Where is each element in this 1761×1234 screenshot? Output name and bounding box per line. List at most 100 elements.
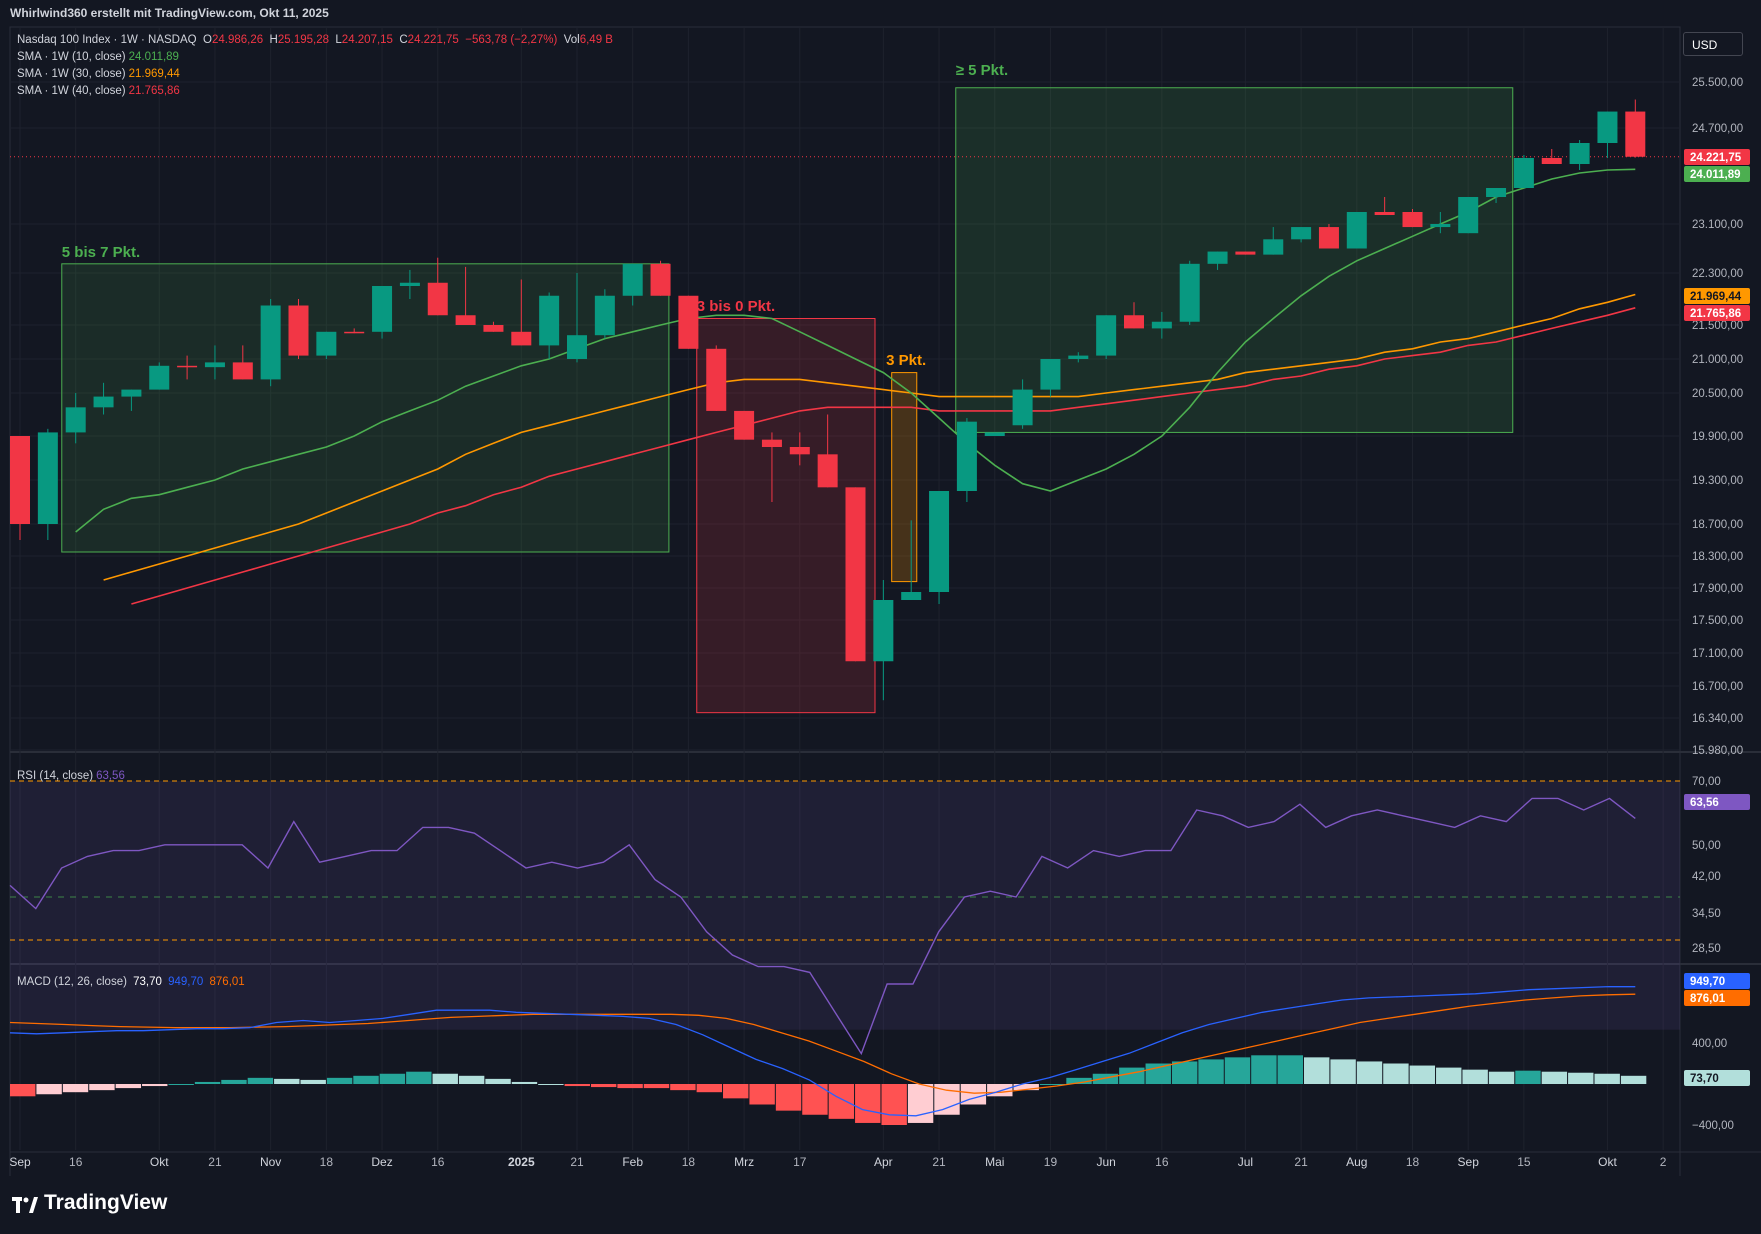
candle-body: [1402, 212, 1423, 228]
candle: [1541, 149, 1562, 164]
footer: [0, 1176, 1761, 1234]
currency-button[interactable]: USD: [1683, 32, 1743, 56]
macd-histogram-bar: [1039, 1084, 1066, 1085]
sma10-line: [75, 168, 1636, 533]
candle: [1124, 302, 1144, 329]
candle-body: [511, 331, 532, 346]
plot-frame: [9, 26, 1681, 1178]
candle-body: [567, 335, 587, 359]
macd-histogram-bar: [1171, 1061, 1198, 1084]
tradingview-mark-icon: [12, 1195, 38, 1213]
macd-histogram-bar: [1488, 1071, 1515, 1084]
price-tick-label: 18.300,00: [1692, 551, 1743, 563]
candle: [845, 487, 866, 662]
macd-histogram-bar: [749, 1084, 775, 1105]
l-value: 24.207,15: [341, 34, 393, 46]
price-tag-sma10-bg: [1684, 166, 1750, 182]
candle: [149, 362, 170, 390]
candle: [1040, 359, 1061, 397]
candle: [177, 355, 198, 380]
candle: [1318, 224, 1339, 249]
time-tick-label: Mrz: [734, 1155, 754, 1169]
time-tick-label: 19: [1044, 1155, 1058, 1169]
price-tick-label: 21.000,00: [1692, 354, 1743, 366]
candle-body: [399, 282, 420, 286]
macd-histogram-bar: [617, 1084, 643, 1089]
macd-histogram-bar: [828, 1084, 855, 1119]
candle-body: [956, 421, 977, 491]
candle-body: [817, 454, 838, 488]
macd-histogram-bar: [1303, 1057, 1330, 1084]
sma30-legend: SMA · 1W (30, close) 21.969,44: [17, 68, 180, 80]
candle-body: [149, 365, 170, 390]
candle: [483, 321, 504, 332]
rsi-label: RSI (14, close): [17, 770, 94, 782]
candle: [622, 263, 643, 306]
candle: [1374, 197, 1395, 215]
candle-body: [678, 295, 699, 349]
macd-histogram-bar: [379, 1073, 406, 1084]
caption-bar: Whirlwind360 erstellt mit TradingView.co…: [0, 0, 1761, 26]
candle-body: [1179, 263, 1200, 322]
candle: [65, 393, 86, 444]
candle-body: [1346, 212, 1367, 249]
macd-hist-tag-bg: [1684, 1070, 1750, 1086]
candle: [734, 410, 755, 440]
macd-histogram-bar: [247, 1077, 274, 1084]
macd-histogram-bar: [1356, 1061, 1383, 1084]
candle-body: [1625, 111, 1646, 157]
candle: [594, 289, 615, 339]
h-label: H: [269, 34, 278, 46]
time-tick-label: 21: [1294, 1155, 1308, 1169]
candle: [650, 260, 671, 296]
macd-histogram-bar: [194, 1081, 221, 1084]
time-tick-label: 2: [1660, 1155, 1667, 1169]
candle-body: [1040, 359, 1061, 390]
candle: [1513, 155, 1534, 188]
macd-histogram-bar: [89, 1084, 115, 1091]
candle: [1597, 111, 1618, 158]
price-tick-label: 15.980,00: [1692, 745, 1743, 757]
macd-signal-line: [9, 993, 1636, 1094]
time-tick-label: Apr: [874, 1155, 893, 1169]
candle: [399, 269, 420, 299]
price-tick-label: 25.500,00: [1692, 77, 1743, 89]
macd-histogram-bar: [1541, 1071, 1568, 1084]
macd-histogram-bar: [1436, 1067, 1462, 1084]
price-tag-sma30: 21.969,44: [1690, 291, 1742, 303]
candle-body: [1012, 389, 1033, 426]
candle: [427, 257, 448, 316]
macd-tick-label: −400,00: [1692, 1120, 1734, 1132]
rsi-tick-label: 28,50: [1692, 943, 1721, 955]
price-tag-close: 24.221,75: [1690, 152, 1742, 164]
o-value: 24.986,26: [211, 34, 264, 46]
candle: [1151, 312, 1172, 339]
macd-histogram-bar: [538, 1084, 564, 1085]
macd-histogram-bar: [1462, 1069, 1488, 1084]
candle-body: [93, 396, 114, 408]
sma30-line: [103, 293, 1636, 581]
candle-body: [845, 487, 866, 662]
tradingview-logo[interactable]: TradingView: [12, 1191, 167, 1215]
candle: [1012, 379, 1033, 429]
candle-body: [10, 436, 30, 524]
candle-body: [1096, 315, 1117, 356]
candle: [956, 418, 977, 502]
macd-histogram-bar: [1198, 1059, 1224, 1084]
time-tick-label: Aug: [1346, 1155, 1367, 1169]
time-tick-label: Mai: [985, 1155, 1004, 1169]
candle: [929, 491, 950, 604]
candle-body: [1541, 158, 1562, 164]
candle: [1430, 212, 1451, 234]
macd-hist-tag: 73,70: [1690, 1073, 1719, 1085]
macd-histogram-bar: [1224, 1057, 1251, 1084]
candle-body: [65, 407, 86, 433]
candle: [1263, 227, 1284, 255]
candle: [232, 345, 253, 380]
macd-histogram-bar: [10, 1084, 36, 1097]
macd-histogram-bar: [643, 1084, 670, 1089]
candle: [1207, 251, 1228, 270]
macd-histogram-bar: [36, 1084, 62, 1095]
rsi-tick-label: 42,00: [1692, 871, 1721, 883]
